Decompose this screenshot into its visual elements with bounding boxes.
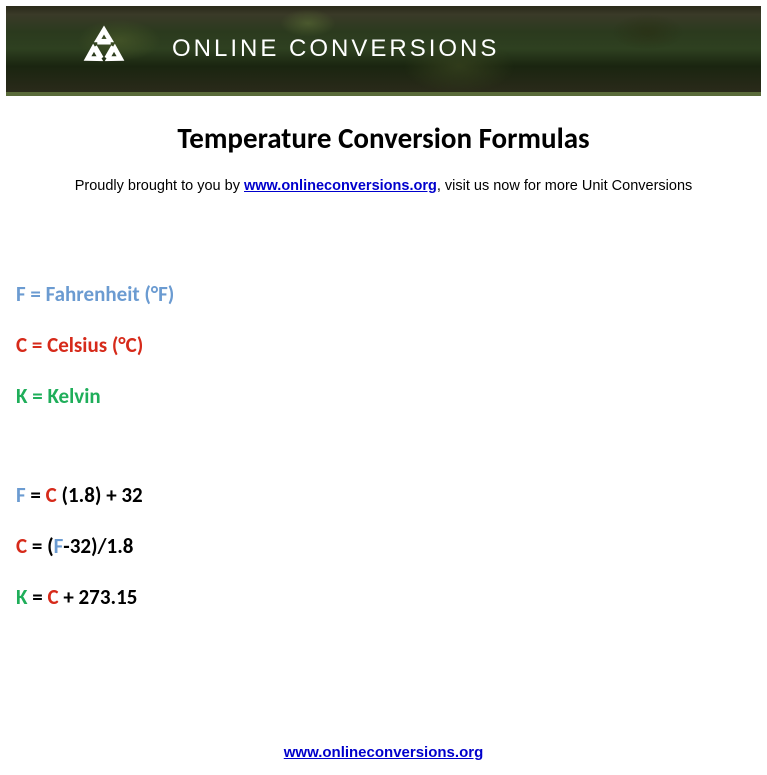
legend-k-symbol: K [16, 383, 27, 409]
formula-f-eq: = [26, 482, 46, 508]
formula-f-var: C [46, 482, 57, 508]
page-title: Temperature Conversion Formulas [0, 120, 767, 156]
formula-f-rest: (1.8) + 32 [57, 482, 143, 508]
formula-c-lhs: C [16, 533, 27, 559]
formula-k-eq: = [27, 584, 47, 610]
recycle-icon [76, 21, 132, 77]
footer: www.onlineconversions.org [0, 744, 767, 761]
formula-kelvin: K = C + 273.15 [16, 587, 751, 608]
legend-section: F = Fahrenheit (°F) C = Celsius (°C) K =… [16, 284, 751, 407]
formula-fahrenheit: F = C (1.8) + 32 [16, 485, 751, 506]
formula-c-eq: = ( [27, 533, 54, 559]
legend-fahrenheit: F = Fahrenheit (°F) [16, 284, 751, 305]
legend-celsius: C = Celsius (°C) [16, 335, 751, 356]
formula-k-lhs: K [16, 584, 27, 610]
formula-k-rest: + 273.15 [59, 584, 138, 610]
legend-c-label: = Celsius (°C) [27, 332, 143, 358]
legend-c-symbol: C [16, 332, 27, 358]
subtitle-link[interactable]: www.onlineconversions.org [244, 178, 437, 194]
formulas-section: F = C (1.8) + 32 C = (F-32)/1.8 K = C + … [16, 485, 751, 608]
formula-k-var: C [47, 584, 58, 610]
legend-kelvin: K = Kelvin [16, 386, 751, 407]
banner-title: ONLINE CONVERSIONS [172, 35, 499, 63]
legend-k-label: = Kelvin [27, 383, 100, 409]
header-banner: ONLINE CONVERSIONS [6, 6, 761, 96]
formula-f-lhs: F [16, 482, 26, 508]
formula-c-var: F [54, 533, 64, 559]
legend-f-symbol: F [16, 281, 26, 307]
subtitle-suffix: , visit us now for more Unit Conversions [437, 178, 692, 194]
subtitle-prefix: Proudly brought to you by [75, 178, 244, 194]
footer-link[interactable]: www.onlineconversions.org [284, 744, 483, 761]
formula-celsius: C = (F-32)/1.8 [16, 536, 751, 557]
subtitle: Proudly brought to you by www.onlineconv… [0, 178, 767, 194]
formula-c-rest: -32)/1.8 [63, 533, 133, 559]
legend-f-label: = Fahrenheit (°F) [26, 281, 175, 307]
